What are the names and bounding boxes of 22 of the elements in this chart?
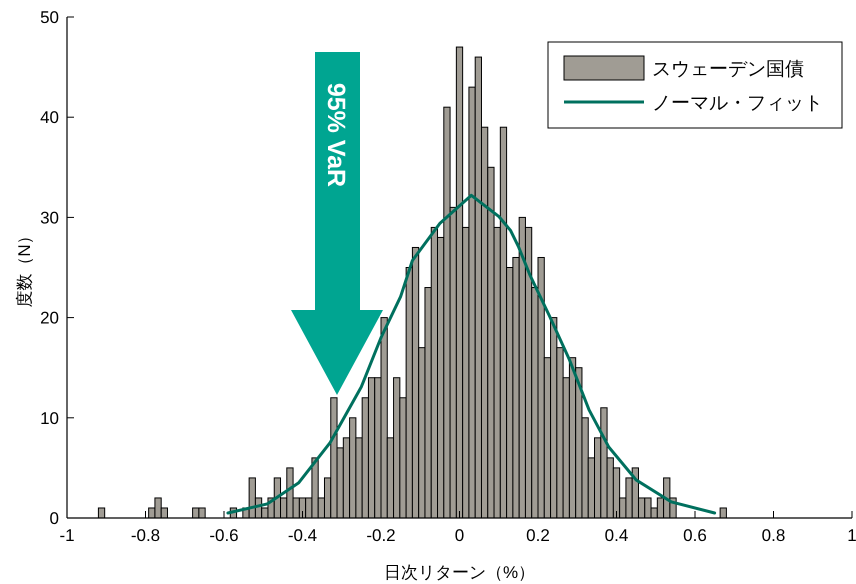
x-tick-label: -0.2 — [366, 526, 396, 545]
x-tick-label: 0 — [454, 526, 464, 545]
x-tick-label: 1 — [847, 526, 856, 545]
y-tick-label: 30 — [40, 208, 59, 228]
y-tick-label: 0 — [50, 509, 59, 528]
x-tick-label: 0.6 — [683, 526, 707, 545]
annotation: 95% VaR — [322, 82, 350, 188]
x-tick-label: -0.8 — [130, 526, 160, 545]
x-tick-label: -0.4 — [288, 526, 318, 545]
y-tick-label: 40 — [40, 108, 59, 128]
x-axis-title: 日次リターン（%） — [384, 563, 536, 582]
y-tick-label: 20 — [40, 308, 59, 328]
y-axis-title: 度数（N） — [15, 227, 34, 308]
legend-label: スウェーデン国債 — [652, 59, 804, 80]
x-tick-label: 0.4 — [604, 526, 628, 545]
x-tick-label: -1 — [59, 526, 75, 545]
x-tick-label: 0.8 — [762, 526, 786, 545]
x-tick-label: -0.6 — [209, 526, 239, 545]
y-tick-label: 50 — [40, 8, 59, 27]
legend-label: ノーマル・フィット — [652, 93, 823, 114]
x-tick-label: 0.2 — [526, 526, 550, 545]
y-tick-label: 10 — [40, 408, 59, 428]
